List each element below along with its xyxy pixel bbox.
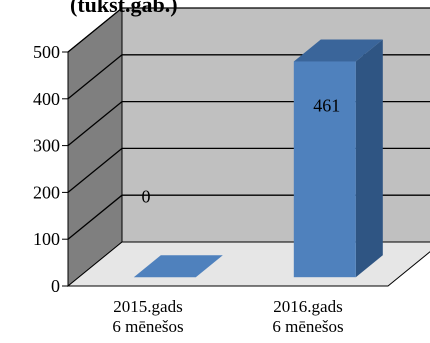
bar-front — [293, 61, 356, 278]
y-axis-ticks: 0 100 200 300 400 500 — [33, 42, 68, 296]
y-tick-label-100: 100 — [33, 229, 60, 249]
bar-side — [355, 39, 383, 278]
bar-top — [293, 39, 383, 62]
x-category-label-1: 2015.gads 6 mēnešos — [112, 297, 183, 336]
x-category-line: 2015.gads — [113, 297, 182, 316]
side-wall — [67, 6, 123, 288]
data-label-2: 461 — [313, 95, 340, 115]
bar-1: 0 — [133, 186, 223, 278]
y-tick-label-400: 400 — [33, 89, 60, 109]
y-tick-label-200: 200 — [33, 182, 60, 202]
y-tick-label-300: 300 — [33, 136, 60, 156]
x-category-line: 6 mēnešos — [112, 317, 183, 336]
x-category-line: 6 mēnešos — [272, 317, 343, 336]
y-tick-label-500: 500 — [33, 42, 60, 62]
x-category-label-2: 2016.gads 6 mēnešos — [272, 297, 343, 336]
data-label-1: 0 — [142, 186, 151, 206]
bar-2: 461 — [293, 39, 383, 278]
bar-flat — [133, 255, 223, 278]
bars: 0 461 — [133, 39, 383, 278]
back-wall — [121, 7, 430, 243]
y-tick-label-0: 0 — [51, 276, 60, 296]
chart-title: (tūkst.gab.) — [70, 0, 178, 17]
x-category-line: 2016.gads — [273, 297, 342, 316]
gridline-500 — [67, 7, 430, 53]
